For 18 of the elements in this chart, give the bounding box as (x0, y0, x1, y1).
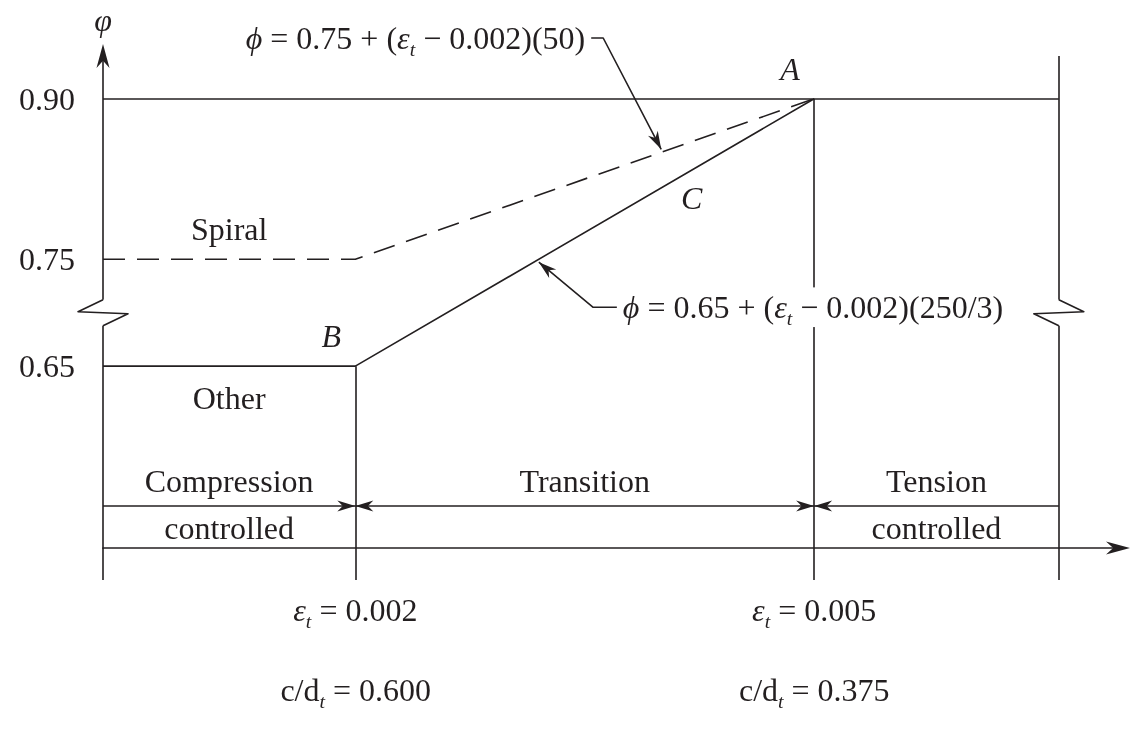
y-tick-label: 0.65 (19, 348, 75, 385)
annotation: Transition (519, 463, 650, 499)
y-tick-label: 0.75 (19, 241, 75, 278)
annotation: ϕ = 0.65 + (ε$_{t}$ − 0.002)(250/3) (622, 289, 1004, 330)
annotation: C (681, 180, 704, 217)
annotation: A (778, 50, 801, 87)
x-tick-label: ε$_{t}$ = 0.005 (752, 592, 877, 632)
annotation: B (321, 318, 342, 355)
y-tick-label: 0.90 (19, 80, 75, 117)
x2-tick-label: c/d$_{t}$ = 0.600 (280, 672, 432, 712)
series-label: Other (192, 380, 266, 417)
series-label: Spiral (190, 211, 268, 248)
annotation: Compression controlled (144, 463, 314, 546)
x-tick-label: ε$_{t}$ = 0.002 (293, 592, 418, 632)
x2-tick-label: c/d$_{t}$ = 0.375 (738, 672, 890, 712)
annotation: Tension controlled (871, 463, 1002, 546)
y-axis-title: φ (94, 2, 112, 38)
annotation: ϕ = 0.75 + (ε$_{t}$ − 0.002)(50) (245, 20, 586, 60)
